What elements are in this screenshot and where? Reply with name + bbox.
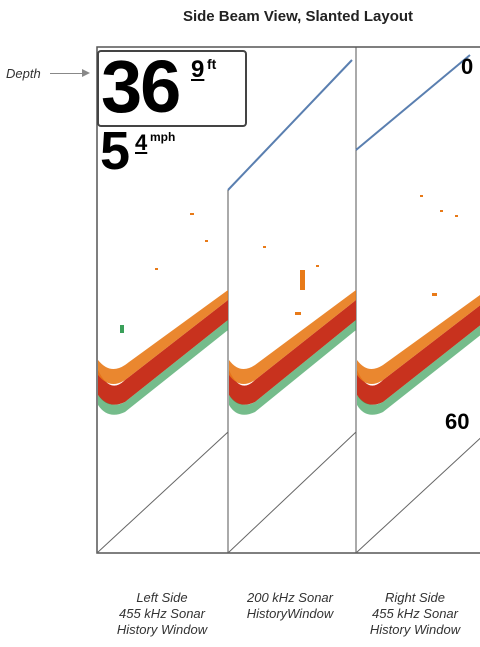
- speed-decimal: 4: [135, 130, 148, 155]
- caption-line: History Window: [369, 622, 461, 637]
- sonar-frame: [96, 46, 480, 554]
- sonar-return-right: [357, 295, 480, 415]
- fish-marks: [120, 195, 458, 333]
- sonar-return-left: [98, 290, 228, 415]
- slant-line-right: [355, 437, 480, 554]
- caption-left-window: Left Side 455 kHz Sonar History Window: [97, 590, 227, 638]
- slant-line-left: [96, 431, 229, 554]
- sonar-return-middle: [229, 290, 356, 415]
- slant-line-middle: [227, 431, 357, 554]
- depth-arrow-icon: [50, 69, 90, 77]
- page-title: Side Beam View, Slanted Layout: [182, 8, 414, 25]
- bottom-trace-right: [355, 54, 471, 151]
- caption-line: History Window: [116, 622, 208, 637]
- bottom-trace-middle: [227, 59, 353, 191]
- caption-line: 200 kHz Sonar: [247, 590, 333, 605]
- caption-right-window: Right Side 455 kHz Sonar History Window: [350, 590, 480, 638]
- depth-unit: ft: [207, 56, 217, 72]
- depth-callout: Depth: [6, 66, 41, 81]
- depth-scale-top: 0: [461, 54, 474, 79]
- caption-line: 455 kHz Sonar: [372, 606, 458, 621]
- depth-scale-bottom: 60: [445, 409, 470, 434]
- speed-value: 5: [100, 121, 131, 181]
- caption-line: Left Side: [136, 590, 188, 605]
- depth-readout: 36 9 ft: [97, 45, 247, 128]
- depth-decimal: 9: [191, 56, 205, 83]
- caption-middle-window: 200 kHz Sonar HistoryWindow: [225, 590, 355, 622]
- caption-line: HistoryWindow: [246, 606, 334, 621]
- depth-value: 36: [101, 45, 181, 128]
- caption-line: 455 kHz Sonar: [119, 606, 205, 621]
- caption-line: Right Side: [385, 590, 445, 605]
- speed-unit: mph: [150, 130, 176, 144]
